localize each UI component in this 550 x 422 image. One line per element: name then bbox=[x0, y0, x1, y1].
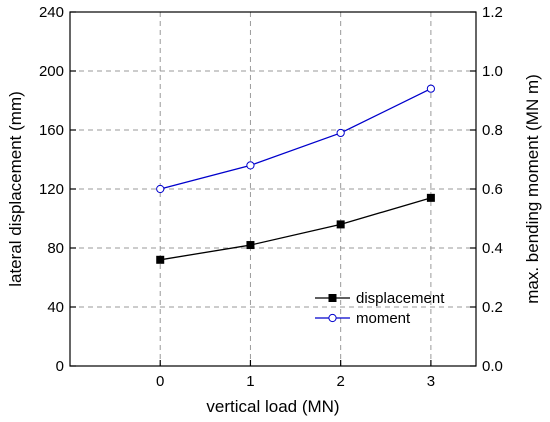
data-point-displacement bbox=[426, 193, 435, 202]
data-point-displacement bbox=[246, 241, 255, 250]
data-point-moment bbox=[156, 184, 165, 194]
right-tick-label: 0.2 bbox=[482, 299, 503, 316]
series-displacement bbox=[156, 193, 435, 264]
right-tick-label: 1.0 bbox=[482, 63, 503, 80]
legend: displacement moment bbox=[315, 290, 445, 327]
left-axis-ticks: 0 40 80 120 160 200 240 bbox=[39, 4, 76, 375]
x-axis-title: vertical load (MN) bbox=[206, 397, 339, 416]
legend-marker-moment bbox=[328, 313, 337, 323]
right-tick-label: 0.4 bbox=[482, 240, 503, 257]
right-tick-label: 0.6 bbox=[482, 181, 503, 198]
series-line-moment bbox=[160, 88, 432, 190]
series-line-displacement bbox=[160, 197, 432, 261]
left-tick-label: 200 bbox=[39, 63, 64, 80]
data-point-displacement bbox=[156, 255, 165, 264]
x-tick-label: 3 bbox=[427, 373, 435, 390]
grid bbox=[70, 12, 476, 366]
left-tick-label: 0 bbox=[56, 358, 64, 375]
right-tick-label: 0.0 bbox=[482, 358, 503, 375]
x-tick-label: 2 bbox=[336, 373, 344, 390]
right-tick-label: 1.2 bbox=[482, 4, 503, 21]
legend-marker-displacement bbox=[328, 294, 337, 302]
right-tick-label: 0.8 bbox=[482, 122, 503, 139]
legend-label-moment: moment bbox=[356, 310, 411, 327]
data-point-moment bbox=[426, 84, 435, 93]
legend-label-displacement: displacement bbox=[356, 290, 445, 307]
right-axis-ticks: 0.0 0.2 0.4 0.6 0.8 1.0 1.2 bbox=[470, 4, 503, 375]
data-point-moment bbox=[336, 128, 345, 138]
left-axis-title: lateral displacement (mm) bbox=[6, 91, 25, 287]
left-tick-label: 160 bbox=[39, 122, 64, 139]
data-point-moment bbox=[246, 161, 255, 170]
left-tick-label: 40 bbox=[47, 299, 64, 316]
left-tick-label: 80 bbox=[47, 240, 64, 257]
data-point-displacement bbox=[336, 220, 345, 229]
x-tick-label: 0 bbox=[156, 373, 164, 390]
left-tick-label: 120 bbox=[39, 181, 64, 198]
x-tick-label: 1 bbox=[246, 373, 254, 390]
right-axis-title: max. bending moment (MN m) bbox=[523, 74, 542, 304]
x-axis-ticks: 0 1 2 3 bbox=[156, 360, 435, 390]
series-layer bbox=[156, 84, 435, 264]
series-moment bbox=[156, 84, 435, 194]
left-tick-label: 240 bbox=[39, 4, 64, 21]
